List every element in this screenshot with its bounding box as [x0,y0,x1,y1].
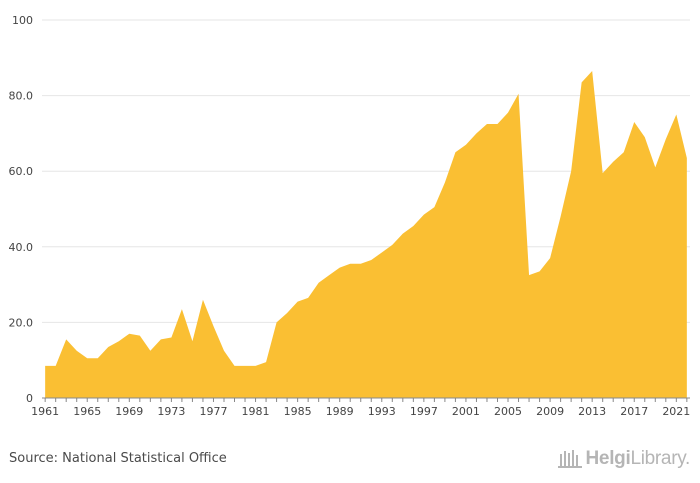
y-tick-label: 100 [12,14,33,27]
brand-name: HelgiLibrary. [586,448,691,470]
y-tick-label: 40.0 [9,241,34,254]
x-tick-label: 2013 [578,405,606,418]
x-tick-label: 1965 [73,405,101,418]
x-tick-label: 1981 [242,405,270,418]
brand-name-bold: Helgi [585,448,631,469]
footer: Source: National Statistical Office Helg… [0,437,700,483]
x-tick-label: 1989 [326,405,354,418]
brand-logo[interactable]: HelgiLibrary. [557,445,691,473]
x-axis: 1961 1965 1969 1973 1977 1981 1985 1989 1993 1997… [31,397,690,418]
x-tick-label: 1977 [199,405,227,418]
y-tick-label: 20.0 [9,316,34,329]
x-tick-label: 2009 [536,405,564,418]
x-tick-label: 1961 [31,405,59,418]
library-icon [557,450,582,468]
y-axis: 0 20.0 40.0 60.0 80.0 100 [9,14,34,405]
brand-name-light: Library. [630,448,690,469]
x-tick-label: 2001 [452,405,480,418]
y-tick-label: 80.0 [9,90,34,103]
x-tick-label: 1993 [368,405,396,418]
series-area [45,71,687,398]
y-tick-label: 0 [26,392,33,405]
y-tick-label: 60.0 [9,165,34,178]
source-note: Source: National Statistical Office [9,451,227,466]
x-tick-label: 2021 [662,405,690,418]
x-tick-label: 2017 [620,405,648,418]
x-tick-label: 1969 [115,405,143,418]
x-tick-label: 1997 [410,405,438,418]
x-tick-label: 1985 [284,405,312,418]
x-tick-label: 2005 [494,405,522,418]
x-tick-label: 1973 [157,405,185,418]
area-chart: 1961 1965 1969 1973 1977 1981 1985 1989 1993 1997… [9,14,691,418]
